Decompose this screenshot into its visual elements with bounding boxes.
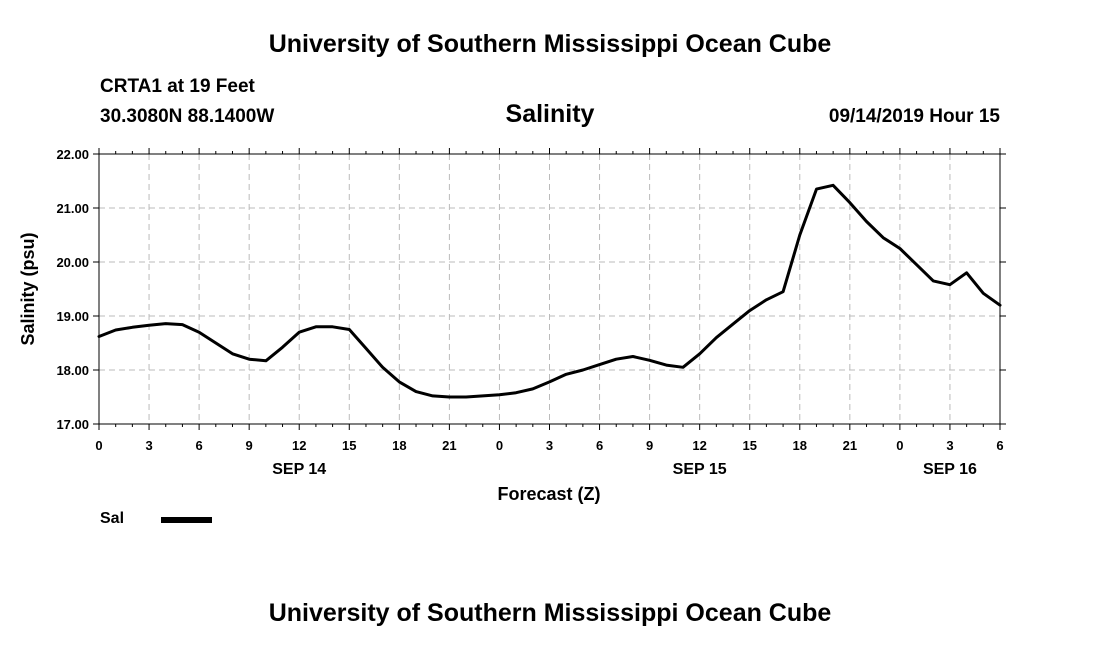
- x-tick-label: 18: [392, 438, 406, 453]
- x-tick-label: 9: [246, 438, 253, 453]
- footer-title: University of Southern Mississippi Ocean…: [268, 599, 832, 627]
- x-tick-label: 15: [742, 438, 756, 453]
- x-date-label: SEP 15: [673, 461, 727, 478]
- y-axis-title: Salinity (psu): [18, 232, 38, 345]
- x-date-label: SEP 16: [923, 461, 977, 478]
- plot-frame: [98, 153, 1001, 425]
- x-tick-label: 9: [646, 438, 653, 453]
- chart-title: University of Southern Mississippi Ocean…: [268, 30, 832, 58]
- y-tick-label: 19.00: [56, 309, 89, 324]
- station-label: CRTA1 at 19 Feet: [100, 76, 255, 97]
- x-tick-label: 21: [843, 438, 857, 453]
- forecast-datetime: 09/14/2019 Hour 15: [828, 106, 1000, 127]
- x-tick-label: 6: [996, 438, 1003, 453]
- x-tick-label: 12: [692, 438, 706, 453]
- x-tick-label: 0: [896, 438, 903, 453]
- legend-label: Sal: [100, 510, 125, 527]
- variable-title: Salinity: [505, 100, 595, 128]
- y-tick-label: 22.00: [56, 147, 89, 162]
- x-date-label: SEP 14: [272, 461, 326, 478]
- y-tick-label: 20.00: [56, 255, 89, 270]
- x-tick-label: 12: [292, 438, 306, 453]
- x-tick-label: 15: [342, 438, 356, 453]
- legend-line-swatch: [161, 517, 212, 523]
- x-tick-label: 18: [793, 438, 807, 453]
- series-line-sal: [97, 183, 1002, 399]
- x-tick-label: 0: [95, 438, 102, 453]
- x-tick-label: 6: [195, 438, 202, 453]
- x-tick-label: 3: [546, 438, 553, 453]
- x-tick-label: 0: [496, 438, 503, 453]
- x-tick-label: 21: [442, 438, 456, 453]
- x-tick-label: 3: [946, 438, 953, 453]
- y-tick-label: 18.00: [56, 363, 89, 378]
- y-tick-label: 17.00: [56, 417, 89, 432]
- x-tick-label: 3: [145, 438, 152, 453]
- x-axis-title: Forecast (Z): [497, 484, 600, 504]
- y-tick-label: 21.00: [56, 201, 89, 216]
- x-tick-label: 6: [596, 438, 603, 453]
- coordinates-label: 30.3080N 88.1400W: [100, 106, 275, 127]
